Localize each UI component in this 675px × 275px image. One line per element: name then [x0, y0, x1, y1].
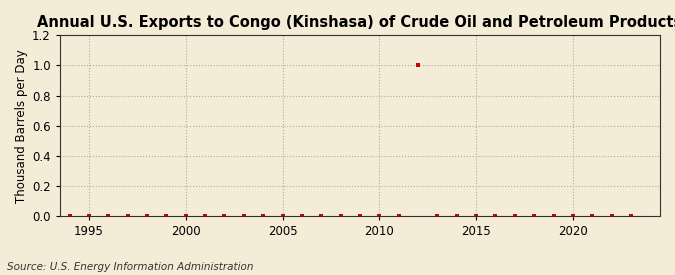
Text: Source: U.S. Energy Information Administration: Source: U.S. Energy Information Administ…	[7, 262, 253, 272]
Y-axis label: Thousand Barrels per Day: Thousand Barrels per Day	[15, 49, 28, 202]
Title: Annual U.S. Exports to Congo (Kinshasa) of Crude Oil and Petroleum Products: Annual U.S. Exports to Congo (Kinshasa) …	[37, 15, 675, 30]
